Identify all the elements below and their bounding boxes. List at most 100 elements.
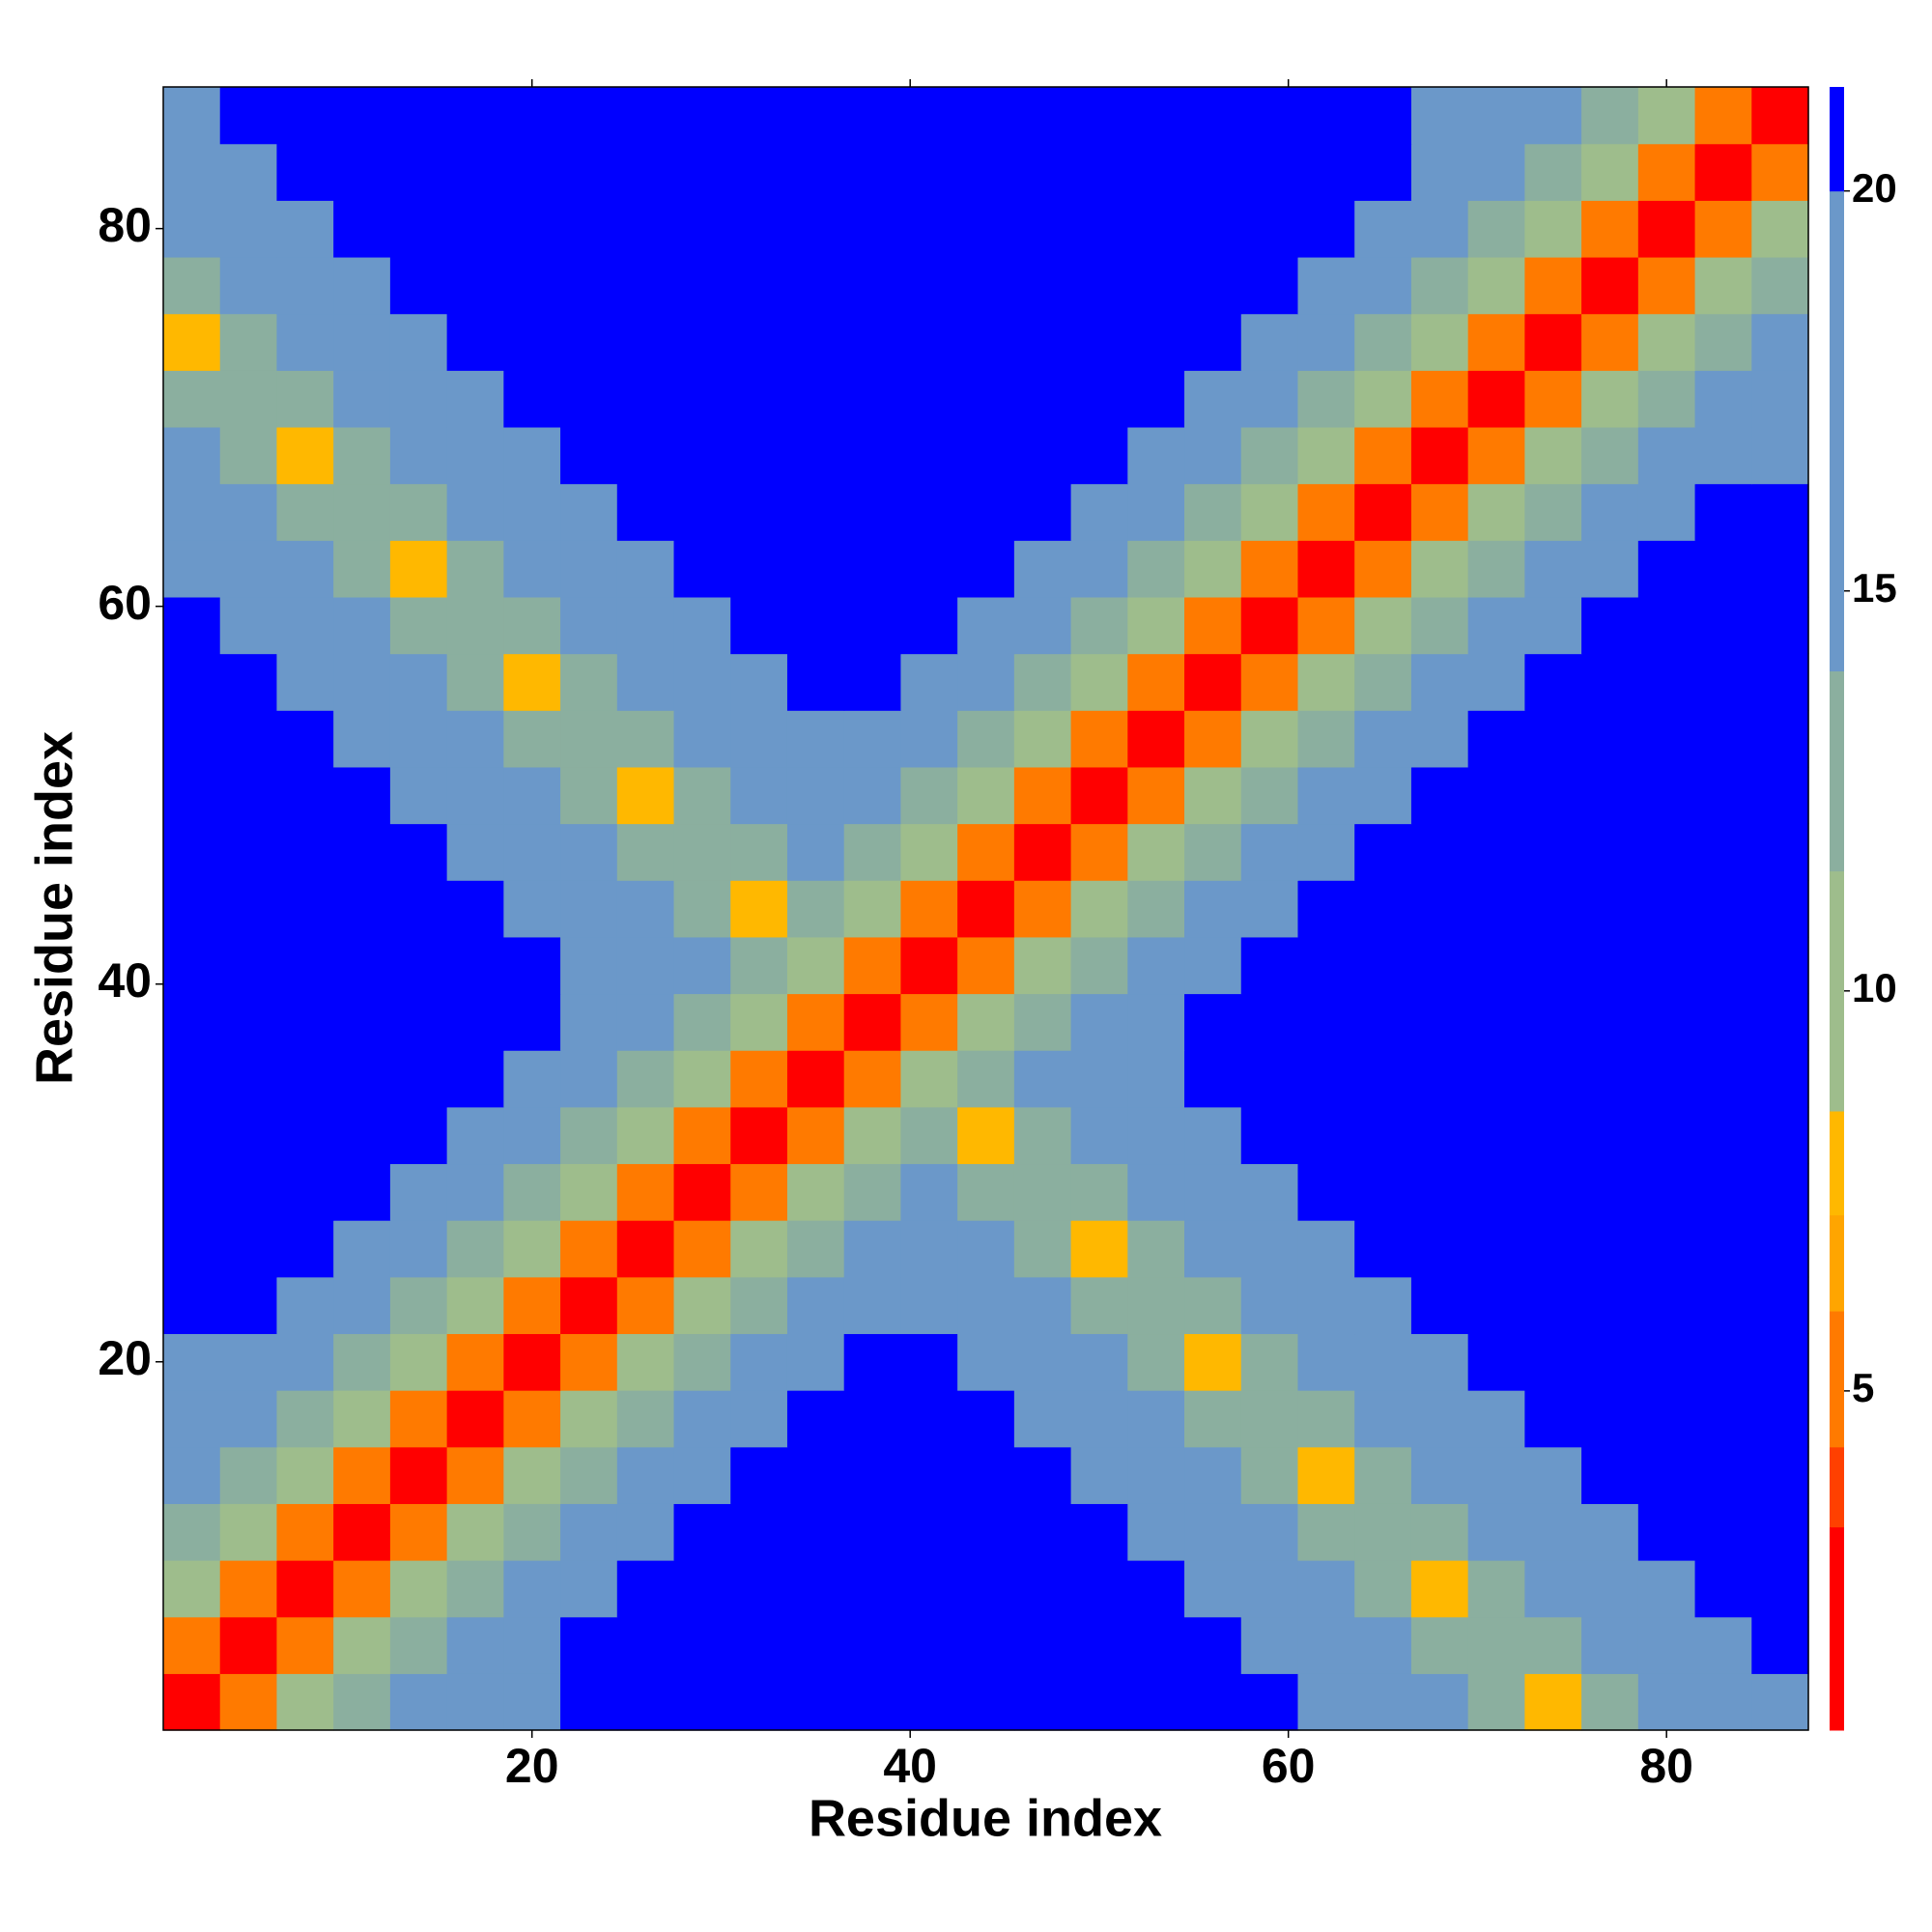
heatmap-cell (843, 823, 902, 881)
heatmap-cell (1184, 1050, 1242, 1108)
heatmap-cell (389, 993, 448, 1051)
heatmap-cell (957, 200, 1015, 258)
heatmap-cell (843, 1390, 902, 1448)
heatmap-cell (503, 596, 561, 655)
heatmap-cell (333, 993, 391, 1051)
heatmap-cell (1524, 313, 1582, 371)
heatmap-cell (560, 710, 618, 768)
heatmap-cell (900, 87, 958, 145)
heatmap-cell (1184, 370, 1242, 428)
heatmap-cell (1297, 313, 1355, 371)
heatmap-cell (1354, 1446, 1412, 1504)
heatmap-cell (1013, 1333, 1072, 1391)
heatmap-cell (1127, 143, 1185, 201)
heatmap-cell (1751, 1106, 1809, 1165)
heatmap-cell (1184, 596, 1242, 655)
heatmap-cell (333, 1050, 391, 1108)
heatmap-cell (1524, 540, 1582, 598)
heatmap-cell (276, 1560, 334, 1618)
heatmap-cell (786, 1560, 845, 1618)
heatmap-cell (163, 143, 221, 201)
heatmap-cell (1524, 1050, 1582, 1108)
heatmap-cell (1297, 1560, 1355, 1618)
heatmap-cell (560, 1390, 618, 1448)
heatmap-cell (503, 993, 561, 1051)
heatmap-cell (503, 1616, 561, 1674)
heatmap-cell (1127, 483, 1185, 541)
heatmap-cell (957, 483, 1015, 541)
heatmap-cell (503, 426, 561, 485)
heatmap-cell (1581, 653, 1639, 711)
heatmap-cell (616, 1446, 675, 1504)
heatmap-cell (1467, 1503, 1525, 1561)
heatmap-cell (616, 653, 675, 711)
heatmap-cell (616, 823, 675, 881)
heatmap-cell (1410, 143, 1469, 201)
heatmap-cell (1637, 1673, 1696, 1731)
heatmap-cell (560, 426, 618, 485)
heatmap-cell (503, 1446, 561, 1504)
heatmap-cell (843, 766, 902, 825)
heatmap-cell (1013, 1050, 1072, 1108)
heatmap-cell (163, 313, 221, 371)
plot-frame (162, 86, 1809, 1731)
heatmap-cell (786, 256, 845, 315)
heatmap-cell (673, 256, 731, 315)
heatmap-cell (1354, 1503, 1412, 1561)
heatmap-cell (673, 143, 731, 201)
heatmap-cell (333, 1503, 391, 1561)
heatmap-cell (1467, 1616, 1525, 1674)
heatmap-cell (1410, 880, 1469, 938)
heatmap-cell (1297, 483, 1355, 541)
heatmap-cell (1410, 823, 1469, 881)
heatmap-cell (1751, 483, 1809, 541)
heatmap-cell (1297, 200, 1355, 258)
heatmap-cell (673, 993, 731, 1051)
heatmap-cell (1127, 1333, 1185, 1391)
heatmap-cell (1581, 1050, 1639, 1108)
heatmap-cell (730, 653, 788, 711)
heatmap-cell (163, 1446, 221, 1504)
heatmap-cell (276, 880, 334, 938)
heatmap-cell (616, 313, 675, 371)
heatmap-cell (276, 313, 334, 371)
heatmap-cell (786, 313, 845, 371)
heatmap-cell (1694, 1503, 1752, 1561)
heatmap-cell (560, 653, 618, 711)
heatmap-cell (1637, 256, 1696, 315)
heatmap-cell (1013, 313, 1072, 371)
heatmap-cell (446, 1220, 504, 1278)
heatmap-cell (219, 1616, 278, 1674)
heatmap-cell (957, 1446, 1015, 1504)
heatmap-cell (1127, 1446, 1185, 1504)
heatmap-cell (843, 710, 902, 768)
heatmap-cell (957, 1106, 1015, 1165)
heatmap-cell (1070, 426, 1128, 485)
heatmap-cell (1694, 1673, 1752, 1731)
heatmap-cell (446, 483, 504, 541)
heatmap-cell (560, 936, 618, 995)
heatmap-cell (1013, 1390, 1072, 1448)
heatmap-cell (957, 1276, 1015, 1335)
heatmap-cell (900, 1673, 958, 1731)
heatmap-cell (1410, 1616, 1469, 1674)
heatmap-cell (1694, 823, 1752, 881)
heatmap-cell (1240, 370, 1299, 428)
heatmap-cell (900, 370, 958, 428)
heatmap-cell (730, 710, 788, 768)
y-axis-label: Residue index (25, 731, 83, 1085)
heatmap-cell (786, 200, 845, 258)
heatmap-cell (1581, 1390, 1639, 1448)
heatmap-cell (957, 1050, 1015, 1108)
heatmap-cell (673, 1333, 731, 1391)
heatmap-cell (446, 1446, 504, 1504)
heatmap-cell (1070, 313, 1128, 371)
heatmap-cell (957, 87, 1015, 145)
heatmap-cell (1184, 766, 1242, 825)
heatmap-cell (786, 1163, 845, 1221)
heatmap-cell (1581, 1503, 1639, 1561)
heatmap-cell (1410, 710, 1469, 768)
heatmap-cell (560, 1163, 618, 1221)
heatmap-cell (786, 1333, 845, 1391)
heatmap-cell (730, 256, 788, 315)
